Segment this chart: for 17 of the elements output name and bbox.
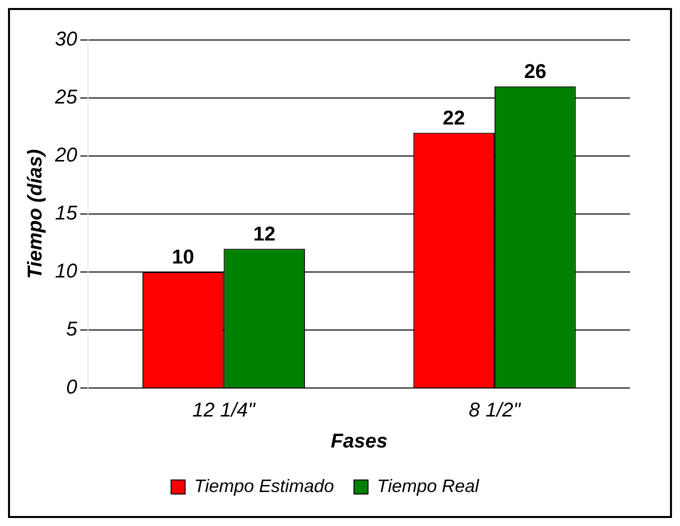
legend-label: Tiempo Estimado [194, 476, 334, 496]
y-tick-label: 30 [54, 28, 78, 51]
x-axis-title: Fases [330, 430, 388, 453]
y-tick-label: 20 [54, 144, 78, 167]
y-tick-label: 15 [54, 202, 78, 225]
y-tick-label: 25 [54, 86, 78, 109]
legend-label: Tiempo Real [377, 476, 480, 496]
data-label: 10 [172, 246, 194, 269]
x-tick-label: 12 1/4" [192, 400, 256, 422]
y-tick-label: 10 [54, 260, 78, 283]
y-tick-label: 0 [66, 376, 78, 399]
y-axis-title: Tiempo (días) [24, 148, 47, 279]
data-label: 26 [524, 60, 546, 83]
x-tick-label: 8 1/2" [468, 400, 522, 422]
data-label: 12 [253, 223, 276, 246]
data-label: 22 [442, 107, 466, 130]
y-tick-label: 5 [66, 318, 78, 341]
